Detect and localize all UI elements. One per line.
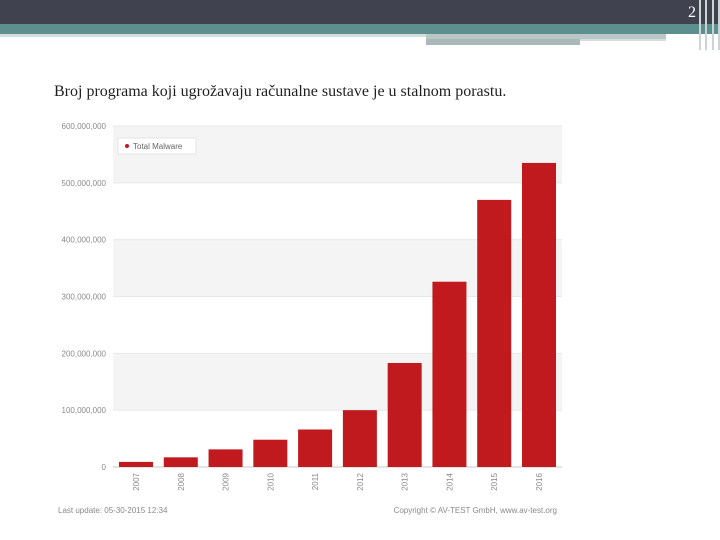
x-tick-label: 2016 [535,472,544,490]
bar-2014 [432,281,467,467]
bar-2012 [342,410,377,467]
x-tick-label: 2007 [132,472,141,490]
y-tick-label: 400,000,000 [62,236,107,245]
x-tick-label: 2013 [401,472,410,490]
slide-page-number: 2 [688,4,696,21]
chart-footer-copyright: Copyright © AV-TEST GmbH, www.av-test.or… [394,506,557,515]
x-tick-label: 2015 [490,472,499,490]
x-tick-label: 2009 [222,472,231,490]
slide-caption: Broj programa koji ugrožavaju računalne … [54,83,507,100]
x-tick-label: 2010 [266,472,275,490]
slide-top-bar [0,0,720,24]
slide-teal-band [0,24,720,34]
x-tick-label: 2008 [177,472,186,490]
bar-2016 [522,162,556,468]
y-tick-label: 100,000,000 [62,406,107,415]
y-tick-label: 300,000,000 [62,293,107,302]
legend-marker [125,144,129,148]
chart-footer-last-update: Last update: 05-30-2015 12:34 [58,506,168,515]
decorative-vertical-line [718,0,720,50]
slide-line [0,34,426,37]
bar-2010 [253,439,288,467]
y-tick-label: 0 [102,463,107,472]
bar-2009 [208,449,243,467]
slide-line [426,34,666,39]
x-tick-label: 2014 [445,472,454,490]
bar-2011 [298,429,333,467]
x-tick-label: 2012 [356,472,365,490]
slide-line [426,39,580,45]
bar-2008 [163,457,198,467]
y-tick-label: 600,000,000 [62,122,107,131]
decorative-vertical-line [705,0,707,50]
y-tick-label: 500,000,000 [62,179,107,188]
decorative-vertical-line [699,0,701,50]
legend-label: Total Malware [133,142,183,151]
bar-2015 [477,199,512,467]
slide-line [580,39,666,41]
legend-box [117,137,197,155]
bar-2013 [387,362,422,467]
bar-2007 [119,461,153,467]
decorative-vertical-line [712,0,714,50]
x-tick-label: 2011 [311,472,320,490]
y-tick-label: 200,000,000 [62,349,107,358]
